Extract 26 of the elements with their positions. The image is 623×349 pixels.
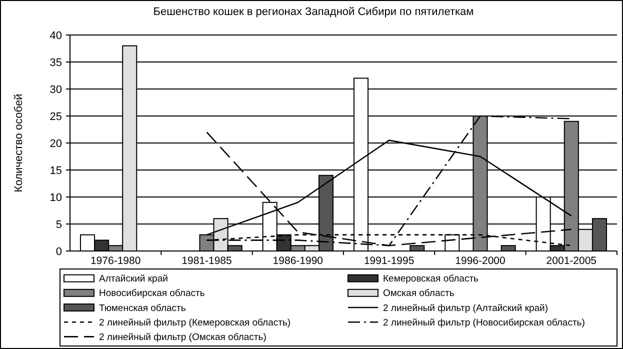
x-tick-label: 2001-2005: [546, 255, 597, 267]
x-tick-label: 1981-1985: [182, 255, 232, 267]
y-tick-label: 15: [50, 164, 62, 177]
y-tick-label: 25: [50, 110, 62, 123]
legend-label: 2 линейный фильтр (Кемеровская область): [99, 317, 291, 328]
y-tick-label: 5: [56, 218, 62, 231]
legend-label: Новосибирская область: [99, 288, 205, 300]
y-axis-title: Количество особей: [13, 94, 25, 192]
legend-label: Тюменская область: [99, 302, 186, 314]
y-tick-label: 20: [50, 138, 62, 150]
legend-label: Омская область: [383, 288, 454, 300]
chart-title: Бешенство кошек в регионах Западной Сибири по пятилеткам: [153, 6, 474, 18]
x-tick-label: 1986-1990: [272, 255, 324, 267]
legend-label: 2 линейный фильтр (Алтайский край): [383, 302, 548, 314]
legend-label: Кемеровская область: [383, 274, 479, 285]
y-tick-label: 40: [50, 30, 62, 42]
legend-label: Алтайский край: [99, 274, 168, 285]
x-tick-label: 1996-2000: [455, 255, 506, 267]
y-tick-label: 30: [50, 84, 62, 96]
legend-label: 2 линейный фильтр (Омская область): [99, 332, 266, 344]
y-tick-label: 35: [50, 56, 62, 69]
y-tick-label: 0: [56, 246, 62, 258]
x-tick-label: 1991-1995: [364, 255, 414, 267]
legend-label: 2 линейный фильтр (Новосибирская область): [383, 317, 585, 328]
y-tick-label: 10: [50, 192, 62, 204]
x-tick-label: 1976-1980: [90, 255, 141, 267]
